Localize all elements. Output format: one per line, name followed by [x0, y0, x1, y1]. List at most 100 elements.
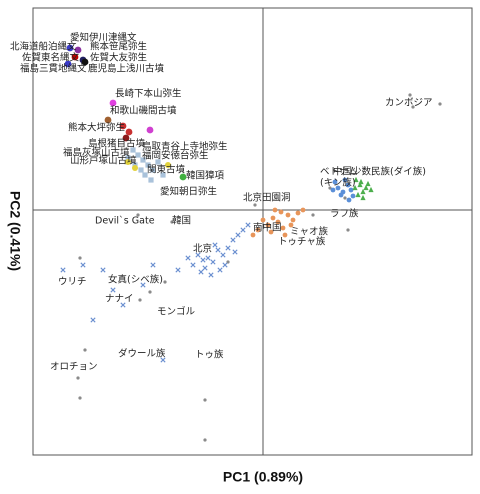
point	[125, 159, 131, 165]
point	[120, 302, 126, 308]
point	[411, 105, 415, 109]
point	[109, 99, 117, 107]
point	[230, 237, 236, 243]
point	[148, 177, 154, 183]
point	[268, 229, 274, 235]
point	[202, 265, 208, 271]
point	[272, 207, 278, 213]
point	[300, 207, 306, 213]
point	[66, 44, 74, 52]
annotation: 福島三貫地縄文	[20, 63, 87, 75]
point	[78, 256, 82, 260]
point	[142, 172, 148, 178]
point	[288, 222, 294, 228]
point	[360, 188, 366, 195]
point	[100, 267, 106, 273]
point	[90, 317, 96, 323]
point	[253, 203, 257, 207]
annotation: 佐賀東名縄文	[22, 52, 80, 64]
point	[155, 159, 161, 165]
point	[163, 280, 167, 284]
annotation: 鳥取青谷上寺地弥生	[142, 141, 228, 153]
point	[78, 396, 82, 400]
annotation: Devil`s Gate	[95, 216, 155, 227]
point	[122, 134, 130, 142]
point	[190, 262, 196, 268]
point	[76, 376, 80, 380]
annotation: 北海道船泊縄文	[10, 41, 77, 53]
point	[342, 177, 348, 183]
annotation: カンボジア	[385, 98, 433, 109]
annotation: ベトナム	[320, 167, 358, 178]
point	[217, 267, 223, 273]
point	[280, 225, 286, 231]
annotation: トゥチャ族	[278, 236, 326, 248]
point	[74, 46, 82, 54]
point	[81, 58, 89, 66]
annotation: モンゴル	[157, 306, 196, 318]
annotation: (キン族)	[320, 177, 356, 189]
point	[150, 167, 156, 173]
x-axis-label: PC1 (0.89%)	[223, 469, 303, 485]
y-axis-label: PC2 (0.41%)	[7, 191, 23, 271]
annotation: オロチョン	[50, 362, 98, 373]
point	[130, 147, 136, 153]
annotation: 熊本大坪弥生	[68, 122, 126, 134]
point	[119, 122, 127, 130]
point	[71, 53, 79, 61]
annotation: 韓国	[172, 216, 191, 227]
point	[203, 438, 207, 442]
point	[146, 126, 154, 134]
point	[295, 210, 301, 216]
annotation: 愛知朝日弥生	[160, 186, 218, 198]
annotation: 山形戸塚山古墳	[70, 155, 137, 167]
point	[345, 182, 351, 188]
point	[332, 179, 338, 185]
point	[83, 348, 87, 352]
point	[408, 93, 412, 97]
point	[212, 242, 218, 248]
point	[185, 255, 191, 261]
point	[150, 262, 156, 268]
plot-frame	[32, 7, 473, 456]
annotation: 和歌山磯間古墳	[110, 105, 177, 117]
point	[138, 298, 142, 302]
point	[222, 262, 228, 268]
point	[350, 193, 356, 199]
point	[346, 228, 350, 232]
annotation: 韓国獐項	[186, 170, 225, 182]
point	[200, 257, 206, 263]
annotation: 福島灰塚山古墳	[63, 147, 130, 159]
point	[215, 247, 221, 253]
annotation: 島根猪目古墳	[88, 138, 146, 150]
point	[368, 186, 374, 193]
point	[80, 262, 86, 268]
annotation: ラフ族	[330, 208, 359, 220]
annotation: 福岡安徳台弥生	[142, 150, 209, 162]
point	[64, 60, 72, 68]
point	[438, 102, 442, 106]
point	[60, 267, 66, 273]
point	[265, 222, 271, 228]
point	[311, 213, 315, 217]
point	[282, 232, 288, 238]
annotation: ミャオ族	[290, 226, 329, 238]
point	[290, 217, 296, 223]
annotation: 佐賀大友弥生	[90, 52, 148, 64]
point	[343, 196, 347, 200]
point	[208, 272, 214, 278]
point	[346, 197, 352, 203]
point	[205, 255, 211, 261]
point	[138, 167, 144, 173]
point	[260, 217, 266, 223]
point	[125, 155, 131, 161]
point	[179, 173, 187, 181]
point	[220, 252, 226, 258]
point	[210, 259, 216, 265]
point	[250, 232, 256, 238]
point	[358, 178, 364, 185]
annotation: トゥ族	[195, 349, 224, 361]
annotation: 北京	[193, 243, 212, 255]
